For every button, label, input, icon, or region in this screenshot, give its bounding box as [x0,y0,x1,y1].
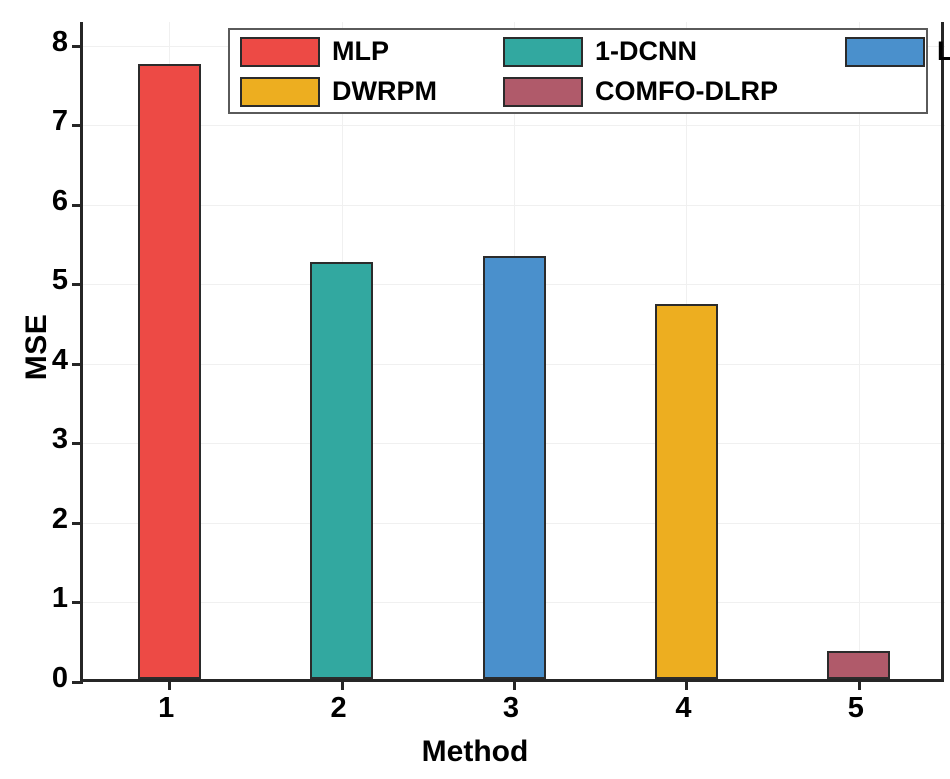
y-tick-label: 4 [51,343,68,376]
x-tick-mark [513,679,516,690]
y-tick-mark [72,124,83,128]
legend-swatch-icon [845,36,925,67]
chart-legend: MLP 1-DCNN LSTM DWRPM COMFO-DLRP [228,28,950,114]
legend-item-1-dcnn: 1-DCNN [503,36,697,67]
bar-4 [654,303,718,679]
x-tick-mark [340,679,344,690]
legend-label: DWRPM [332,76,437,106]
plot-area [72,22,945,690]
legend-swatch-icon [240,76,320,107]
y-tick-mark [72,601,83,605]
y-tick-mark [72,44,83,48]
x-tick-label: 5 [847,692,864,724]
legend-label: COMFO-DLRP [595,76,778,106]
plot-right-spine [941,22,944,682]
y-tick-mark [72,362,83,366]
bar-3 [482,255,546,679]
legend-swatch-icon [240,36,320,67]
gridline-vertical [859,22,860,682]
x-axis-label: Method [421,735,529,768]
y-tick-mark [72,521,83,525]
y-tick-label: 6 [51,184,68,217]
legend-item-mlp: MLP [240,36,389,67]
legend-label: LSTM [937,36,950,66]
bar-2 [310,262,374,679]
y-tick-mark [72,203,83,207]
y-tick-label: 2 [51,502,68,535]
x-tick-mark [168,679,172,690]
y-tick-label: 8 [51,25,68,58]
y-tick-mark [72,442,83,446]
x-tick-label: 4 [675,692,692,724]
y-tick-label: 3 [51,423,68,456]
legend-item-comfo-dlrp: COMFO-DLRP [503,76,778,107]
legend-swatch-icon [503,76,583,107]
x-tick-label: 2 [330,692,347,724]
y-tick-mark [72,681,83,684]
y-tick-label: 5 [51,264,68,297]
legend-swatch-icon [503,36,583,67]
x-tick-label: 1 [158,692,175,724]
legend-item-lstm: LSTM [845,36,950,67]
y-tick-mark [72,283,83,287]
legend-item-dwrpm: DWRPM [240,76,437,107]
x-tick-mark [857,679,861,690]
y-tick-label: 0 [51,662,68,694]
x-tick-mark [685,679,689,690]
legend-label: 1-DCNN [595,36,698,66]
bar-1 [137,64,201,679]
legend-label: MLP [332,36,389,66]
x-tick-label: 3 [502,692,520,724]
y-tick-label: 7 [51,105,68,138]
y-tick-label: 1 [51,582,68,615]
bar-5 [827,651,891,679]
